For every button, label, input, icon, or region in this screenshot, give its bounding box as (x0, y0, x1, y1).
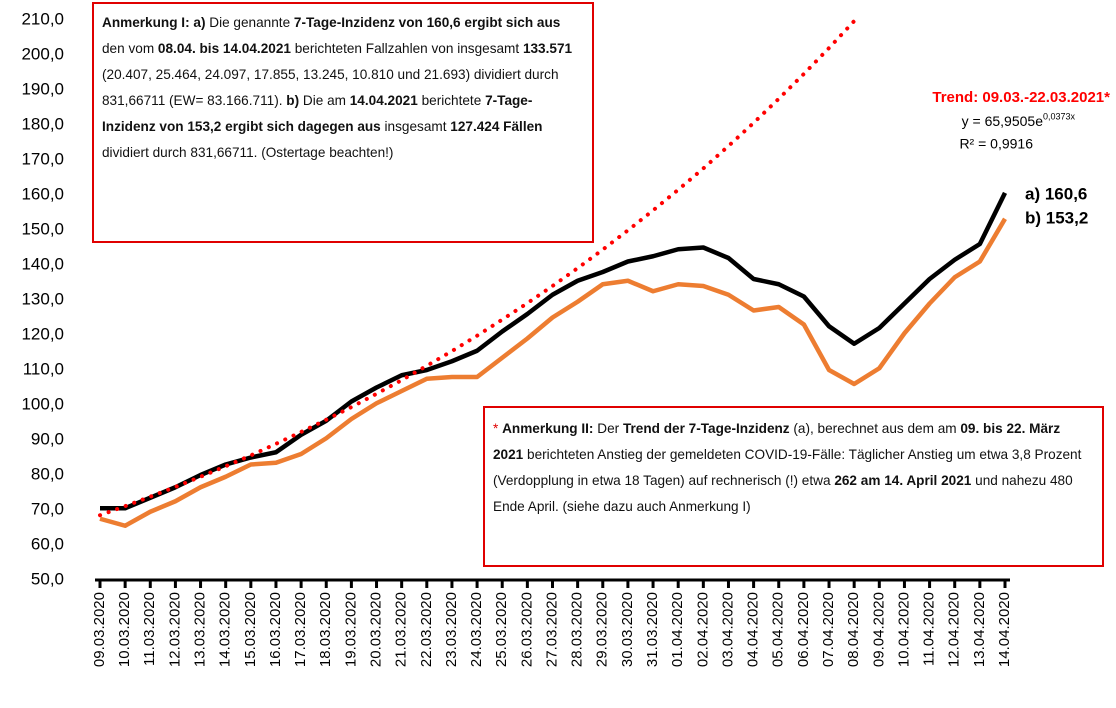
note-text: berichteten Anstieg der gemeldeten COVID… (493, 447, 1082, 488)
note-text: und nahezu 480 Ende April. (siehe dazu a… (493, 473, 1073, 514)
end-label: a) 160,6 (1025, 184, 1087, 203)
x-tick-label: 09.03.2020 (91, 592, 108, 667)
note-text: Trend der 7-Tage-Inzidenz (622, 421, 790, 436)
note-text: insgesamt (380, 119, 451, 134)
x-tick-label: 11.03.2020 (141, 592, 158, 666)
note-text: den vom (102, 41, 158, 56)
y-tick-label: 110,0 (23, 359, 64, 378)
x-tick-label: 16.03.2020 (267, 592, 284, 667)
note-text: Der (593, 421, 623, 436)
note-text: 7-Tage-Inzidenz von 153,2 ergibt sich da… (102, 93, 533, 134)
x-tick-label: 17.03.2020 (292, 592, 309, 667)
trend-r2: R² = 0,9916 (959, 136, 1033, 152)
y-tick-label: 140,0 (21, 254, 64, 273)
x-tick-label: 12.03.2020 (166, 592, 183, 667)
y-tick-label: 60,0 (31, 534, 64, 553)
y-tick-label: 200,0 (21, 44, 64, 63)
x-tick-label: 02.04.2020 (694, 592, 711, 667)
y-tick-label: 100,0 (21, 394, 64, 413)
note-text: 09. bis 22. März 2021 (493, 421, 1061, 462)
note-text: Die am (299, 93, 350, 108)
note-text: berichtete (417, 93, 486, 108)
y-tick-label: 190,0 (21, 79, 64, 98)
x-tick-label: 22.03.2020 (418, 592, 435, 667)
trend-formula: y = 65,9505e (962, 113, 1044, 129)
note-text: 133.571 (522, 41, 573, 56)
x-tick-label: 21.03.2020 (393, 592, 410, 667)
x-tick-label: 25.03.2020 (493, 592, 510, 667)
x-tick-label: 05.04.2020 (770, 592, 787, 667)
x-tick-label: 01.04.2020 (669, 592, 686, 667)
y-tick-label: 130,0 (21, 289, 64, 308)
x-tick-label: 06.04.2020 (795, 592, 812, 667)
x-tick-label: 13.04.2020 (971, 592, 988, 667)
note-text: Anmerkung II: (502, 421, 594, 436)
x-tick-label: 28.03.2020 (569, 592, 586, 667)
note-text: 14.04.2021 (349, 93, 418, 108)
formula-exponent: 0,0373x (1043, 111, 1076, 121)
x-tick-label: 18.03.2020 (317, 592, 334, 667)
series-line (100, 191, 1008, 511)
x-tick-label: 13.03.2020 (192, 592, 209, 667)
note-text: Die genannte (205, 15, 294, 30)
formula: y = 65,9505e (962, 113, 1044, 129)
y-tick-label: 90,0 (31, 429, 64, 448)
note-text: 7-Tage-Inzidenz von 160,6 ergibt sich au… (293, 15, 561, 30)
x-tick-label: 20.03.2020 (367, 592, 384, 667)
x-tick-label: 30.03.2020 (619, 592, 636, 667)
x-tick-label: 31.03.2020 (644, 592, 661, 667)
x-tick-label: 26.03.2020 (518, 592, 535, 667)
note-text: 127.424 Fällen (450, 119, 543, 134)
note-text: (20.407, 25.464, 24.097, 17.855, 13.245,… (102, 67, 559, 108)
x-tick-label: 12.04.2020 (946, 592, 963, 667)
trend-title: Trend: 09.03.-22.03.2021* (932, 89, 1110, 106)
trend-line (98, 19, 857, 518)
y-tick-label: 150,0 (21, 219, 64, 238)
x-tick-label: 14.03.2020 (217, 592, 234, 667)
note-text: * (493, 421, 503, 436)
note-text: 08.04. bis 14.04.2021 (157, 41, 291, 56)
x-tick-label: 11.04.2020 (921, 592, 938, 666)
x-tick-label: 08.04.2020 (845, 592, 862, 667)
series-line (99, 217, 1007, 528)
x-tick-label: 07.04.2020 (820, 592, 837, 667)
x-tick-label: 14.04.2020 (996, 592, 1013, 667)
y-tick-label: 180,0 (21, 114, 64, 133)
y-tick-label: 80,0 (31, 464, 64, 483)
x-tick-label: 23.03.2020 (443, 592, 460, 667)
x-tick-label: 29.03.2020 (594, 592, 611, 667)
x-tick-label: 09.04.2020 (870, 592, 887, 667)
note-text: berichteten Fallzahlen von insgesamt (290, 41, 523, 56)
y-tick-label: 170,0 (21, 149, 64, 168)
x-tick-label: 27.03.2020 (543, 592, 560, 667)
y-tick-label: 210,0 (21, 9, 64, 28)
y-tick-label: 120,0 (21, 324, 64, 343)
y-tick-label: 160,0 (21, 184, 64, 203)
annotation-box: Anmerkung I: a) Die genannte 7-Tage-Inzi… (92, 2, 594, 243)
annotation-box: * Anmerkung II: Der Trend der 7-Tage-Inz… (483, 406, 1104, 567)
note-text: 262 am 14. April 2021 (834, 473, 972, 488)
y-tick-label: 70,0 (31, 499, 64, 518)
end-label: b) 153,2 (1025, 208, 1088, 227)
note-text: Anmerkung I: a) (102, 15, 206, 30)
x-tick-label: 04.04.2020 (745, 592, 762, 667)
x-tick-label: 19.03.2020 (342, 592, 359, 667)
y-tick-label: 50,0 (31, 569, 64, 588)
x-tick-label: 15.03.2020 (242, 592, 259, 667)
note-text: dividiert durch 831,66711. (Ostertage be… (102, 145, 394, 160)
x-tick-label: 10.03.2020 (116, 592, 133, 667)
note-text: b) (286, 93, 300, 108)
note-text: (a), berechnet aus dem am (789, 421, 961, 436)
x-tick-label: 10.04.2020 (895, 592, 912, 667)
x-tick-label: 24.03.2020 (468, 592, 485, 667)
x-tick-label: 03.04.2020 (719, 592, 736, 667)
